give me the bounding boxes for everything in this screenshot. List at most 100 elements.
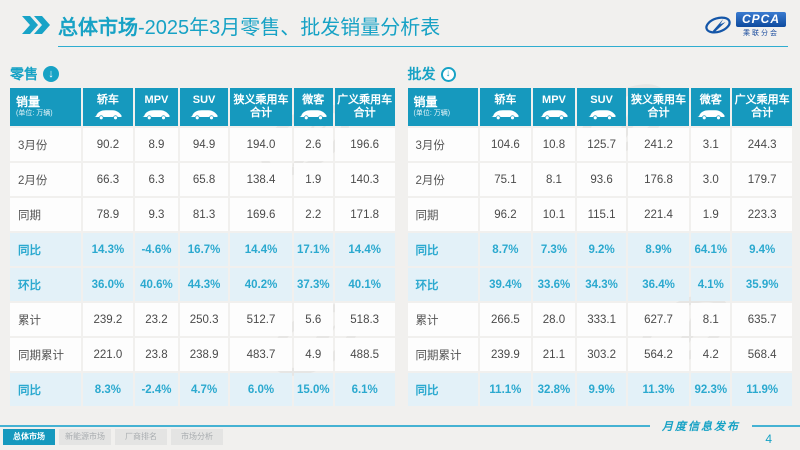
cell-value: 1.9 bbox=[691, 198, 731, 231]
cell-value: 10.8 bbox=[532, 128, 576, 161]
cell-value: 66.3 bbox=[82, 163, 134, 196]
row-label: 累计 bbox=[10, 303, 81, 336]
cell-value: 23.2 bbox=[135, 303, 178, 336]
column-header: 广义乘用车合计 bbox=[334, 88, 395, 126]
microvan-icon bbox=[697, 110, 725, 120]
cell-value: 15.0% bbox=[293, 373, 333, 406]
table-row: 3月份 90.2 8.9 94.9 194.0 2.6 196.6 bbox=[10, 128, 395, 161]
cell-value: 7.3% bbox=[532, 233, 576, 266]
cell-value: 568.4 bbox=[732, 338, 792, 371]
cell-value: 564.2 bbox=[627, 338, 690, 371]
arrow-down-circle-filled-icon bbox=[43, 66, 59, 82]
cell-value: 94.9 bbox=[179, 128, 229, 161]
cell-value: 138.4 bbox=[230, 163, 292, 196]
table-row: 同期 96.2 10.1 115.1 221.4 1.9 223.3 bbox=[407, 198, 792, 231]
cell-value: 34.3% bbox=[577, 268, 626, 301]
cell-value: 104.6 bbox=[480, 128, 531, 161]
footer-divider bbox=[0, 425, 800, 427]
cell-value: 14.4% bbox=[334, 233, 395, 266]
cell-value: 115.1 bbox=[577, 198, 626, 231]
cell-value: 44.3% bbox=[179, 268, 229, 301]
cell-value: 221.0 bbox=[82, 338, 134, 371]
row-label: 3月份 bbox=[407, 128, 479, 161]
retail-section-head: 零售 bbox=[8, 62, 397, 86]
cell-value: 90.2 bbox=[82, 128, 134, 161]
cell-value: 512.7 bbox=[230, 303, 292, 336]
cell-value: 3.0 bbox=[691, 163, 731, 196]
cell-value: 33.6% bbox=[532, 268, 576, 301]
title-rest: -2025年3月零售、批发销量分析表 bbox=[138, 17, 441, 39]
tables-area: 零售 销量(单位: 万辆)轿车MPVSUV狭义乘用车合计微客广义乘用车合计3月份… bbox=[8, 62, 794, 408]
header-row: 销量 (单位: 万辆) 轿车 MPV SUV 狭义乘用车合计 微客 广义乘用车合计 bbox=[10, 88, 395, 126]
cell-value: 6.0% bbox=[230, 373, 292, 406]
bottom-tab[interactable]: 总体市场 bbox=[3, 429, 55, 445]
cell-value: 36.0% bbox=[82, 268, 134, 301]
table-row: 累计 239.2 23.2 250.3 512.7 5.6 518.3 bbox=[10, 303, 395, 336]
suv-car-icon bbox=[588, 110, 616, 120]
cell-value: 303.2 bbox=[577, 338, 626, 371]
cell-value: 32.8% bbox=[532, 373, 576, 406]
cell-value: 125.7 bbox=[577, 128, 626, 161]
row-label: 同期 bbox=[407, 198, 479, 231]
header-row: 销量 (单位: 万辆) 轿车 MPV SUV 狭义乘用车合计 微客 广义乘用车合计 bbox=[407, 88, 792, 126]
cell-value: 93.6 bbox=[577, 163, 626, 196]
table-row: 环比 39.4% 33.6% 34.3% 36.4% 4.1% 35.9% bbox=[407, 268, 792, 301]
cell-value: 266.5 bbox=[480, 303, 531, 336]
column-header: MPV bbox=[135, 88, 178, 126]
cell-value: 4.2 bbox=[691, 338, 731, 371]
page-title: 总体市场-2025年3月零售、批发销量分析表 bbox=[58, 11, 440, 40]
column-header-sales: 销量 (单位: 万辆) bbox=[10, 88, 81, 126]
cell-value: 2.6 bbox=[293, 128, 333, 161]
bottom-tab[interactable]: 市场分析 bbox=[171, 429, 223, 445]
wholesale-table: 销量 (单位: 万辆) 轿车 MPV SUV 狭义乘用车合计 微客 广义乘用车合计 3月份 104… bbox=[406, 86, 795, 408]
cell-value: 40.1% bbox=[334, 268, 395, 301]
cell-value: 488.5 bbox=[334, 338, 395, 371]
cell-value: 37.3% bbox=[293, 268, 333, 301]
cell-value: 627.7 bbox=[627, 303, 690, 336]
table-row: 同比 14.3% -4.6% 16.7% 14.4% 17.1% 14.4% bbox=[10, 233, 395, 266]
column-header: 狭义乘用车合计 bbox=[627, 88, 690, 126]
slide-footer: 总体市场 新能源市场 厂商排名 市场分析 月度信息发布 4 bbox=[0, 418, 800, 450]
microvan-icon bbox=[299, 110, 327, 120]
row-label: 环比 bbox=[10, 268, 81, 301]
cell-value: 81.3 bbox=[179, 198, 229, 231]
column-header-sales: 销量 (单位: 万辆) bbox=[407, 88, 479, 126]
bottom-tab[interactable]: 厂商排名 bbox=[115, 429, 167, 445]
column-header: 轿车 bbox=[480, 88, 531, 126]
cell-value: 8.3% bbox=[82, 373, 134, 406]
table-row: 同期累计 239.9 21.1 303.2 564.2 4.2 568.4 bbox=[407, 338, 792, 371]
row-label: 2月份 bbox=[10, 163, 81, 196]
cell-value: 28.0 bbox=[532, 303, 576, 336]
column-header: SUV bbox=[179, 88, 229, 126]
cell-value: 65.8 bbox=[179, 163, 229, 196]
title-prefix: 总体市场 bbox=[58, 17, 138, 39]
bottom-tab[interactable]: 新能源市场 bbox=[59, 429, 111, 445]
cell-value: 176.8 bbox=[627, 163, 690, 196]
column-header: 微客 bbox=[293, 88, 333, 126]
cell-value: 8.7% bbox=[480, 233, 531, 266]
cell-value: 244.3 bbox=[732, 128, 792, 161]
cell-value: 14.3% bbox=[82, 233, 134, 266]
cell-value: 21.1 bbox=[532, 338, 576, 371]
row-label: 同比 bbox=[10, 373, 81, 406]
cell-value: 2.2 bbox=[293, 198, 333, 231]
retail-table: 销量 (单位: 万辆) 轿车 MPV SUV 狭义乘用车合计 微客 广义乘用车合计 3月份 90.… bbox=[8, 86, 397, 408]
cell-value: 96.2 bbox=[480, 198, 531, 231]
table-row: 2月份 66.3 6.3 65.8 138.4 1.9 140.3 bbox=[10, 163, 395, 196]
logo-subtext: 乘联分会 bbox=[742, 30, 779, 37]
wholesale-table-section: 批发 销量(单位: 万辆)轿车MPVSUV狭义乘用车合计微客广义乘用车合计3月份… bbox=[406, 62, 795, 408]
cell-value: 40.2% bbox=[230, 268, 292, 301]
cell-value: 9.4% bbox=[732, 233, 792, 266]
sedan-car-icon bbox=[94, 110, 122, 120]
cell-value: 10.1 bbox=[532, 198, 576, 231]
cell-value: 3.1 bbox=[691, 128, 731, 161]
mpv-car-icon bbox=[142, 110, 170, 120]
cell-value: 635.7 bbox=[732, 303, 792, 336]
cell-value: 5.6 bbox=[293, 303, 333, 336]
cell-value: 8.1 bbox=[532, 163, 576, 196]
cell-value: 8.9% bbox=[627, 233, 690, 266]
cell-value: 518.3 bbox=[334, 303, 395, 336]
cell-value: 8.9 bbox=[135, 128, 178, 161]
cell-value: 171.8 bbox=[334, 198, 395, 231]
cell-value: 1.9 bbox=[293, 163, 333, 196]
